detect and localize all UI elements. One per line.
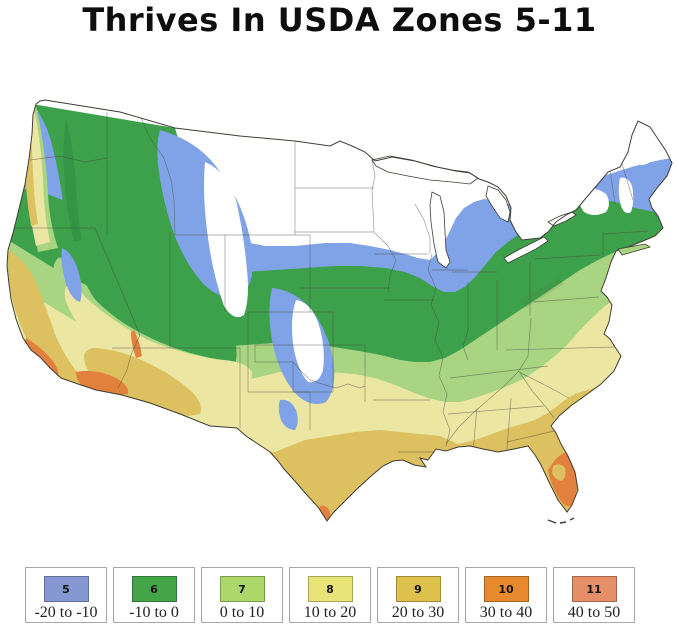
sierra-zone5-spot xyxy=(61,248,82,302)
legend-item-zone-11: 11 40 to 50 xyxy=(553,567,635,623)
zone-6-swatch: 6 xyxy=(131,576,177,602)
zone-10-swatch: 10 xyxy=(483,576,529,602)
lake-erie xyxy=(503,236,549,264)
long-island xyxy=(617,243,651,256)
zone-6-range: -10 to 0 xyxy=(129,604,179,621)
texas-tip-zone10-region xyxy=(319,505,331,521)
zone-5-number: 5 xyxy=(62,582,70,596)
zone-7-range: 0 to 10 xyxy=(219,604,265,621)
zone-9-swatch: 9 xyxy=(395,576,441,602)
zone-11-swatch: 11 xyxy=(571,576,617,602)
zone-6-number: 6 xyxy=(150,582,158,596)
page-title: Thrives In USDA Zones 5-11 xyxy=(82,1,597,39)
zone-9-range: 20 to 30 xyxy=(391,604,445,621)
legend-item-zone-9: 9 20 to 30 xyxy=(377,567,459,623)
southwest-zone8-band xyxy=(64,283,253,400)
zone-8-swatch: 8 xyxy=(307,576,353,602)
legend-item-zone-5: 5 -20 to -10 xyxy=(25,567,107,623)
zone-7-number: 7 xyxy=(238,582,246,596)
legend-item-zone-10: 10 30 to 40 xyxy=(465,567,547,623)
us-outline xyxy=(6,99,673,522)
zone-10-number: 10 xyxy=(498,582,514,596)
zone-11-range: 40 to 50 xyxy=(567,604,621,621)
zone-9-number: 9 xyxy=(414,582,422,596)
state-borders xyxy=(10,112,649,453)
cascades-relief-shading xyxy=(63,118,82,242)
colorado-cold-region xyxy=(292,300,324,383)
arizona-zone9-region xyxy=(83,347,201,416)
legend-item-zone-7: 7 0 to 10 xyxy=(201,567,283,623)
legend-item-zone-6: 6 -10 to 0 xyxy=(113,567,195,623)
california-zone9-region xyxy=(8,250,96,390)
legend-item-zone-8: 8 10 to 20 xyxy=(289,567,371,623)
florida-keys xyxy=(547,517,575,524)
new-mexico-zone5-spot xyxy=(278,399,298,430)
zone-11-number: 11 xyxy=(586,582,602,596)
zone-fill-layers xyxy=(7,100,672,521)
zone-5-range: -20 to -10 xyxy=(34,604,98,621)
zone-8-number: 8 xyxy=(326,582,334,596)
lake-huron xyxy=(485,185,511,223)
lake-michigan xyxy=(429,191,451,269)
zone-10-range: 30 to 40 xyxy=(479,604,533,621)
zone-8-range: 10 to 20 xyxy=(303,604,357,621)
colorado-river-zone10-strip xyxy=(131,330,142,358)
florida-zone9-pocket xyxy=(552,464,566,481)
appalachian-relief-shading xyxy=(520,278,564,308)
wyoming-rockies-cold-region xyxy=(204,162,248,318)
great-lakes xyxy=(371,155,577,269)
zone-7-swatch: 7 xyxy=(219,576,265,602)
zone-5-swatch: 5 xyxy=(43,576,89,602)
white-mountains-cold-region xyxy=(618,177,634,214)
zone-legend: 5 -20 to -10 6 -10 to 0 7 0 to 10 8 10 t… xyxy=(25,567,635,623)
north-maine-cold-region xyxy=(626,124,656,166)
